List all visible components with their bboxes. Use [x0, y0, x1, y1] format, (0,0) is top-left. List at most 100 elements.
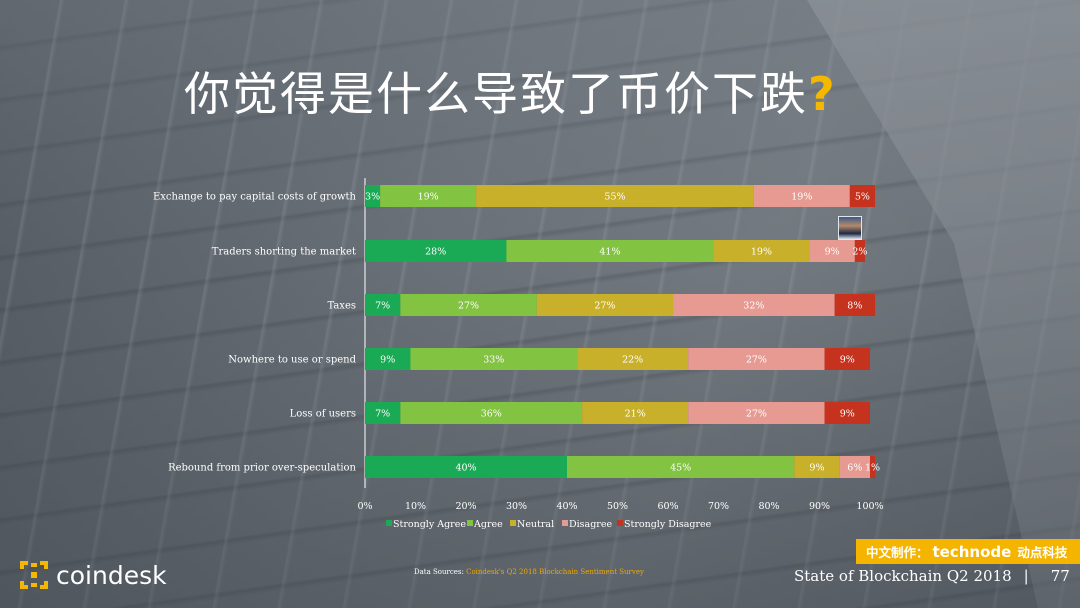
- data-label: 27%: [746, 355, 767, 366]
- bar-segment: [365, 402, 401, 424]
- category-label: Rebound from prior over-speculation: [168, 463, 356, 474]
- page-title: 你觉得是什么导致了币价下跌?: [184, 58, 837, 124]
- bar-segment: [536, 294, 674, 316]
- bar-segment: [582, 402, 689, 424]
- data-label: 32%: [743, 301, 764, 312]
- data-label: 19%: [791, 192, 812, 203]
- bar-segment: [688, 348, 825, 370]
- data-label: 22%: [622, 355, 643, 366]
- footer-title: State of Blockchain Q2 2018: [794, 567, 1012, 585]
- bar-segment: [870, 456, 876, 478]
- page-number: 77: [1050, 567, 1070, 585]
- bar-segment: [713, 240, 810, 262]
- bar-segment: [854, 240, 865, 262]
- bar-segment: [400, 294, 537, 316]
- avatar: [838, 216, 862, 240]
- bar-segment: [824, 402, 870, 424]
- data-label: 2%: [852, 247, 867, 258]
- data-label: 28%: [425, 247, 446, 258]
- bar-segment: [577, 348, 689, 370]
- x-tick-label: 50%: [607, 501, 628, 512]
- data-label: 9%: [840, 355, 855, 366]
- title-text: 你觉得是什么导致了币价下跌: [184, 67, 808, 121]
- bar-segment: [834, 294, 876, 316]
- data-source-note: Data Sources: Coindesk's Q2 2018 Blockch…: [414, 568, 644, 576]
- x-tick-label: 20%: [455, 501, 476, 512]
- x-tick-label: 70%: [708, 501, 729, 512]
- x-tick-label: 0%: [357, 501, 372, 512]
- data-label: 19%: [418, 192, 439, 203]
- data-label: 55%: [604, 192, 625, 203]
- category-label: Exchange to pay capital costs of growth: [153, 192, 357, 203]
- badge-suffix: 动点科技: [1017, 545, 1068, 560]
- data-label: 27%: [746, 409, 767, 420]
- logo-text: coindesk: [56, 560, 167, 590]
- bar-segment: [839, 456, 870, 478]
- bar-segment: [380, 185, 477, 207]
- data-label: 19%: [751, 247, 772, 258]
- data-label: 9%: [840, 409, 855, 420]
- data-label: 7%: [375, 409, 390, 420]
- x-tick-label: 30%: [506, 501, 527, 512]
- legend-label: Neutral: [517, 519, 554, 530]
- badge-brand: technode: [932, 542, 1012, 561]
- data-label: 45%: [670, 463, 691, 474]
- footer: State of Blockchain Q2 2018 | 77: [794, 567, 1070, 585]
- bar-segment: [673, 294, 835, 316]
- legend-swatch: [467, 520, 473, 526]
- bar-segment: [365, 185, 381, 207]
- stacked-bar-chart: Exchange to pay capital costs of growth 3…: [153, 178, 884, 530]
- legend-swatch: [386, 520, 392, 526]
- x-tick-label: 100%: [856, 501, 883, 512]
- category-label: Taxes: [327, 301, 356, 312]
- legend-label: Agree: [473, 519, 503, 530]
- bar-segment: [365, 240, 507, 262]
- footer-separator: |: [1023, 567, 1029, 585]
- badge-prefix: 中文制作：: [866, 545, 929, 560]
- data-label: 27%: [594, 301, 615, 312]
- data-label: 5%: [855, 192, 870, 203]
- source-prefix: Data Sources:: [414, 568, 467, 576]
- x-tick-label: 40%: [556, 501, 577, 512]
- bar-segment: [400, 402, 583, 424]
- data-label: 6%: [847, 463, 862, 474]
- legend-label: Disagree: [569, 519, 612, 530]
- bar-segment: [365, 348, 411, 370]
- x-tick-label: 80%: [758, 501, 779, 512]
- data-label: 21%: [625, 409, 646, 420]
- x-tick-label: 90%: [809, 501, 830, 512]
- bar-segment: [365, 456, 567, 478]
- data-label: 41%: [599, 247, 620, 258]
- legend-swatch: [510, 520, 516, 526]
- category-label: Loss of users: [290, 409, 356, 420]
- data-label: 33%: [483, 355, 504, 366]
- data-label: 27%: [458, 301, 479, 312]
- source-link[interactable]: Coindesk's Q2 2018 Blockchain Sentiment …: [466, 568, 644, 576]
- bar-segment: [753, 185, 850, 207]
- coindesk-logo: coindesk: [18, 558, 167, 592]
- bar-segment: [824, 348, 870, 370]
- bar-segment: [410, 348, 578, 370]
- bar-segment: [688, 402, 825, 424]
- bar-segment: [365, 294, 401, 316]
- data-label: 3%: [365, 192, 380, 203]
- legend-label: Strongly Disagree: [624, 519, 712, 530]
- bar-segment: [809, 240, 855, 262]
- legend-label: Strongly Agree: [393, 519, 466, 530]
- bar-segment: [476, 185, 754, 207]
- category-label: Nowhere to use or spend: [228, 355, 356, 366]
- title-question-mark: ?: [808, 67, 837, 121]
- bar-segment: [849, 185, 876, 207]
- legend-swatch: [617, 520, 623, 526]
- x-tick-label: 60%: [657, 501, 678, 512]
- legend-swatch: [562, 520, 568, 526]
- data-label: 40%: [455, 463, 476, 474]
- data-label: 9%: [809, 463, 824, 474]
- category-label: Traders shorting the market: [212, 247, 356, 258]
- data-label: 36%: [481, 409, 502, 420]
- data-label: 9%: [825, 247, 840, 258]
- translation-credit-badge: 中文制作： technode 动点科技: [856, 539, 1080, 564]
- data-label: 9%: [380, 355, 395, 366]
- data-label: 8%: [847, 301, 862, 312]
- bar-segment: [794, 456, 840, 478]
